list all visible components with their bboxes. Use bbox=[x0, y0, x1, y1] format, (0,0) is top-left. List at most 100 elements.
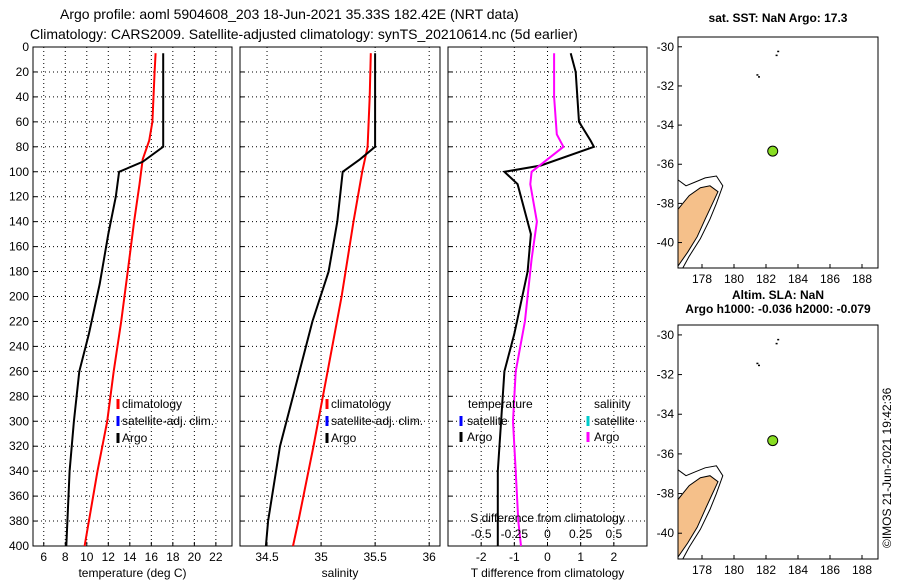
plot-title-line-2: Climatology: CARS2009. Satellite-adjuste… bbox=[30, 26, 578, 42]
series-line-t-difference-argo- bbox=[496, 52, 596, 546]
legend-label: satellite bbox=[594, 414, 635, 428]
x-tick-label: -2 bbox=[476, 550, 487, 564]
legend-salinity-header: salinity bbox=[594, 397, 631, 411]
x-tick-label: 8 bbox=[62, 550, 69, 564]
depth-tick-label: 380 bbox=[9, 514, 29, 528]
depth-tick-label: 120 bbox=[9, 190, 29, 204]
depth-tick-label: 400 bbox=[9, 539, 29, 553]
depth-tick-label: 160 bbox=[9, 240, 29, 254]
depth-tick-label: 100 bbox=[9, 165, 29, 179]
secondary-tick-label: -0.25 bbox=[501, 527, 529, 541]
panel-frame bbox=[239, 46, 441, 547]
secondary-tick-label: 0 bbox=[544, 527, 551, 541]
island bbox=[756, 74, 759, 76]
lon-tick-label: 188 bbox=[852, 563, 872, 577]
lat-tick-label: -34 bbox=[657, 407, 675, 421]
lon-tick-label: 186 bbox=[820, 563, 840, 577]
island bbox=[777, 50, 780, 53]
legend-label: climatology bbox=[331, 397, 391, 411]
lat-tick-label: -36 bbox=[657, 447, 675, 461]
float-position-marker bbox=[767, 145, 779, 157]
depth-contour bbox=[677, 175, 724, 269]
depth-tick-label: 260 bbox=[9, 364, 29, 378]
panel-frame bbox=[32, 46, 233, 547]
legend-label: Argo bbox=[467, 430, 493, 444]
lat-tick-label: -38 bbox=[657, 487, 675, 501]
lat-tick-label: -36 bbox=[657, 157, 675, 171]
legend-label: Argo bbox=[331, 431, 357, 445]
map-title: sat. SST: NaN Argo: 17.3 bbox=[709, 11, 848, 25]
lat-tick-label: -34 bbox=[657, 118, 675, 132]
legend-label: satellite-adj. clim. bbox=[122, 414, 214, 428]
x-tick-label: 34.5 bbox=[255, 550, 279, 564]
depth-tick-label: 340 bbox=[9, 464, 29, 478]
lon-tick-label: 188 bbox=[852, 272, 872, 286]
series-line-climatology bbox=[292, 53, 372, 547]
island bbox=[775, 54, 778, 57]
island bbox=[777, 338, 780, 341]
depth-tick-label: 360 bbox=[9, 489, 29, 503]
float-position-marker bbox=[767, 435, 779, 447]
legend-label: Argo bbox=[594, 430, 620, 444]
x-tick-label: 20 bbox=[188, 550, 202, 564]
island bbox=[758, 76, 760, 78]
legend-label: Argo bbox=[122, 431, 148, 445]
series-line-s-difference-argo- bbox=[511, 53, 565, 547]
x-tick-label: 18 bbox=[166, 550, 180, 564]
legend-label: satellite bbox=[467, 414, 508, 428]
x-tick-label: 35.5 bbox=[363, 550, 387, 564]
profile-panel-3: -2 -1 0 1 2 T difference from climatology temp… bbox=[447, 46, 648, 580]
lon-tick-label: 184 bbox=[788, 563, 808, 577]
x-axis-label: temperature (deg C) bbox=[78, 566, 186, 580]
island bbox=[758, 364, 760, 367]
x-tick-label: 22 bbox=[209, 550, 223, 564]
x-tick-label: 6 bbox=[40, 550, 47, 564]
island bbox=[756, 362, 759, 365]
profile-panel-1: 6 8 10 12 14 16 18 20 22020406080100120140160180… bbox=[9, 40, 233, 580]
depth-tick-label: 180 bbox=[9, 265, 29, 279]
lat-tick-label: -32 bbox=[657, 79, 675, 93]
depth-tick-label: 280 bbox=[9, 389, 29, 403]
lon-tick-label: 182 bbox=[756, 563, 776, 577]
lat-tick-label: -32 bbox=[657, 368, 675, 382]
lon-tick-label: 182 bbox=[756, 272, 776, 286]
secondary-axis-label: S difference from climatology bbox=[470, 511, 625, 525]
x-tick-label: 12 bbox=[102, 550, 116, 564]
depth-contour bbox=[677, 465, 724, 560]
lon-tick-label: 186 bbox=[820, 272, 840, 286]
map-title-line-1: Altim. SLA: NaN bbox=[732, 288, 824, 302]
x-tick-label: 35 bbox=[314, 550, 328, 564]
depth-tick-label: 220 bbox=[9, 314, 29, 328]
lon-tick-label: 180 bbox=[724, 272, 744, 286]
x-tick-label: 0 bbox=[544, 550, 551, 564]
secondary-tick-label: -0.5 bbox=[471, 527, 492, 541]
series-line-climatology bbox=[83, 53, 157, 547]
x-axis-label: T difference from climatology bbox=[471, 566, 625, 580]
lat-tick-label: -30 bbox=[657, 40, 675, 54]
depth-tick-label: 140 bbox=[9, 215, 29, 229]
lon-tick-label: 178 bbox=[692, 563, 712, 577]
panel-frame bbox=[447, 46, 648, 547]
depth-tick-label: 200 bbox=[9, 290, 29, 304]
x-tick-label: 14 bbox=[123, 550, 137, 564]
profile-panel-2: 34.5 35 35.5 36 salinity climatology satellite… bbox=[239, 46, 441, 580]
x-tick-label: 36 bbox=[423, 550, 437, 564]
lat-tick-label: -40 bbox=[657, 236, 675, 250]
legend-label: climatology bbox=[122, 397, 182, 411]
depth-tick-label: 0 bbox=[22, 40, 29, 54]
x-tick-label: 2 bbox=[610, 550, 617, 564]
depth-tick-label: 40 bbox=[16, 90, 30, 104]
map-panel-1: 178 180 182 184 186 188 -30 -32 -34 -36 -38 -40 sat.… bbox=[657, 11, 879, 286]
secondary-tick-label: 0.5 bbox=[605, 527, 622, 541]
land-mass bbox=[677, 475, 719, 559]
lon-tick-label: 178 bbox=[692, 272, 712, 286]
x-tick-label: 10 bbox=[80, 550, 94, 564]
lat-tick-label: -30 bbox=[657, 328, 675, 342]
island bbox=[775, 342, 778, 345]
lon-tick-label: 184 bbox=[788, 272, 808, 286]
series-line-argo bbox=[65, 53, 165, 547]
legend-temperature-header: temperature bbox=[468, 397, 533, 411]
depth-tick-label: 300 bbox=[9, 414, 29, 428]
x-tick-label: 16 bbox=[145, 550, 159, 564]
